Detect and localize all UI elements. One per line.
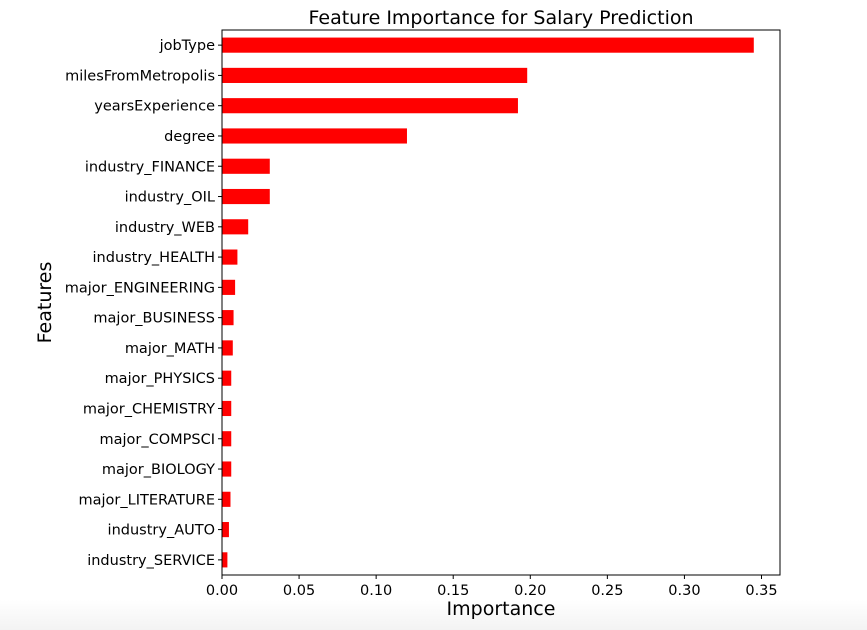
bar-industry_SERVICE	[222, 552, 228, 568]
y-tick-label: major_CHEMISTRY	[83, 401, 215, 417]
x-axis: 0.00 0.05 0.10 0.15 0.20 0.25 0.30 0.35	[206, 575, 778, 599]
bar-industry_AUTO	[222, 522, 229, 538]
y-axis: jobType milesFromMetropolis yearsExperienc…	[65, 38, 222, 569]
plot-frame	[221, 29, 781, 576]
y-tick-label: milesFromMetropolis	[65, 68, 215, 84]
bar-jobType	[222, 37, 754, 53]
y-tick-label: industry_WEB	[115, 220, 215, 236]
y-tick-label: industry_SERVICE	[87, 553, 215, 569]
bar-degree	[222, 128, 407, 144]
y-tick-label: industry_AUTO	[108, 523, 215, 539]
bar-major_COMPSCI	[222, 431, 232, 447]
x-tick-label: 0.25	[591, 583, 623, 599]
x-tick-label: 0.15	[437, 583, 469, 599]
y-tick-label: industry_OIL	[125, 190, 215, 206]
bar-industry_HEALTH	[222, 249, 238, 265]
bar-major_CHEMISTRY	[222, 400, 232, 417]
x-tick-label: 0.05	[283, 583, 315, 599]
y-tick-label: major_ENGINEERING	[65, 280, 215, 296]
bar-major_PHYSICS	[222, 370, 232, 386]
y-tick-label: major_LITERATURE	[79, 492, 215, 508]
bar-industry_OIL	[222, 188, 270, 205]
x-tick-label: 0.10	[360, 583, 392, 599]
x-tick-label: 0.35	[745, 583, 777, 599]
y-tick-label: degree	[164, 129, 215, 145]
bars-group	[222, 37, 754, 568]
bar-industry_FINANCE	[222, 158, 270, 174]
y-tick-label: industry_FINANCE	[85, 159, 215, 175]
bar-major_MATH	[222, 340, 233, 356]
bar-major_LITERATURE	[222, 491, 231, 507]
bar-major_ENGINEERING	[222, 279, 236, 295]
y-axis-label: Features	[34, 262, 56, 344]
y-tick-label: major_BIOLOGY	[102, 462, 215, 478]
chart-title: Feature Importance for Salary Prediction	[308, 7, 693, 29]
bar-yearsExperience	[222, 98, 518, 114]
y-tick-label: major_COMPSCI	[99, 432, 215, 448]
y-tick-label: major_MATH	[125, 341, 215, 357]
bar-industry_WEB	[222, 219, 249, 235]
x-tick-label: 0.00	[206, 583, 238, 599]
bar-milesFromMetropolis	[222, 67, 528, 83]
y-tick-label: jobType	[159, 38, 215, 54]
y-tick-label: major_PHYSICS	[105, 371, 215, 387]
x-tick-label: 0.30	[668, 583, 700, 599]
y-tick-label: major_BUSINESS	[93, 311, 215, 327]
bar-major_BIOLOGY	[222, 461, 232, 477]
y-tick-label: industry_HEALTH	[93, 250, 215, 266]
y-tick-label: yearsExperience	[94, 99, 215, 115]
x-axis-label: Importance	[447, 598, 556, 620]
x-tick-label: 0.20	[514, 583, 546, 599]
bar-major_BUSINESS	[222, 310, 234, 326]
